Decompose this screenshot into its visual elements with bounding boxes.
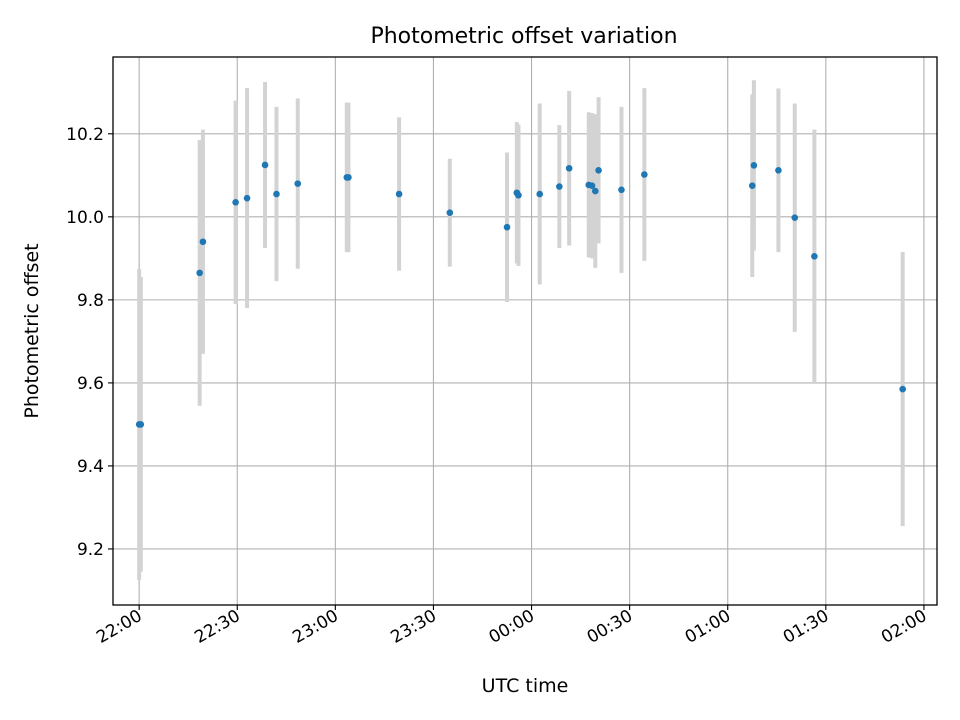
y-tick-label: 9.6 (77, 374, 104, 394)
data-point (592, 187, 599, 195)
data-point (775, 167, 782, 174)
data-points (135, 161, 906, 428)
data-point (565, 164, 573, 172)
data-point (196, 269, 203, 277)
data-point (294, 180, 302, 187)
data-point (515, 191, 522, 199)
data-point (503, 223, 511, 231)
y-tick-label: 10.0 (66, 208, 104, 228)
y-axis-label: Photometric offset (21, 243, 43, 418)
data-point (137, 421, 145, 428)
data-point (556, 183, 563, 190)
data-point (641, 171, 648, 178)
data-point (261, 161, 269, 169)
chart-title: Photometric offset variation (370, 24, 677, 49)
data-point (811, 252, 818, 260)
data-point (791, 214, 799, 221)
x-axis-label: UTC time (482, 675, 569, 697)
y-tick-label: 10.2 (66, 125, 104, 145)
data-point (750, 162, 758, 169)
plot-frame (112, 56, 938, 606)
data-point (345, 174, 352, 181)
data-point (618, 186, 625, 194)
y-tick-label: 9.4 (77, 457, 104, 477)
data-point (232, 199, 239, 206)
data-point (243, 194, 251, 202)
data-point (595, 167, 602, 174)
data-point (748, 182, 756, 189)
data-point (446, 209, 454, 216)
data-point (273, 190, 280, 198)
y-tick-label: 9.8 (77, 291, 104, 311)
data-point (199, 238, 207, 246)
y-axis: 9.2 9.4 9.6 9.8 10.0 10.2 (66, 125, 113, 560)
data-point (899, 385, 906, 393)
data-point (536, 190, 544, 198)
grid (113, 57, 937, 605)
y-tick-label: 9.2 (77, 540, 104, 560)
data-point (395, 190, 403, 198)
data-point (588, 182, 596, 189)
